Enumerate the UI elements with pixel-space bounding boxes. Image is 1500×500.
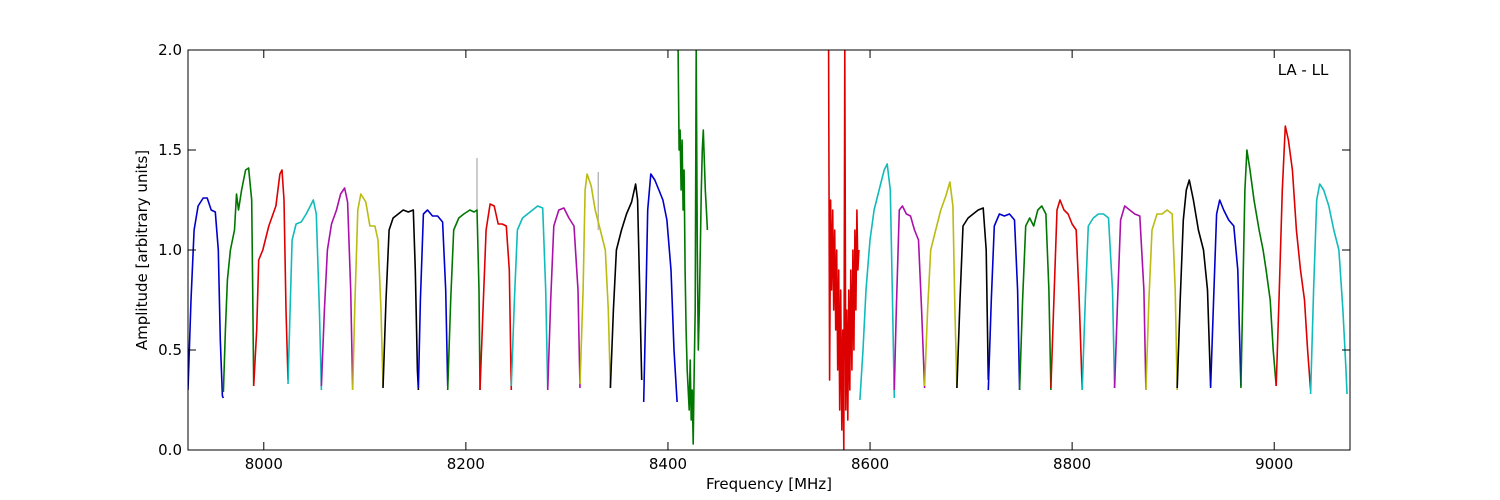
series-line-28 (1209, 199, 1242, 389)
series-line-6 (382, 209, 420, 391)
series-line-17 (859, 163, 896, 401)
series-line-23 (1050, 199, 1083, 391)
x-tick-label-2: 8400 (649, 455, 687, 473)
series-line-27 (1176, 179, 1212, 389)
series-line-21 (987, 213, 1021, 391)
series-line-1 (222, 167, 255, 393)
plot-series-group (188, 50, 1348, 450)
series-line-7 (417, 209, 449, 389)
x-tick-label-5: 9000 (1255, 455, 1293, 473)
series-line-0 (188, 197, 225, 399)
y-tick-label-2: 1.0 (158, 241, 182, 259)
series-line-9 (479, 203, 513, 391)
series-line-10 (510, 205, 549, 389)
series-line-16 (827, 50, 860, 450)
series-line-26 (1145, 209, 1178, 391)
y-axis-label: Amplitude [arbitrary units] (133, 150, 151, 350)
y-tick-label-3: 1.5 (158, 141, 182, 159)
x-tick-label-0: 8000 (245, 455, 283, 473)
y-tick-label-0: 0.0 (158, 441, 182, 459)
series-line-11 (546, 207, 581, 391)
series-line-24 (1081, 213, 1116, 391)
series-line-2 (252, 169, 289, 387)
chart-annotation: LA - LL (1278, 61, 1329, 79)
series-line-8 (446, 209, 481, 391)
x-tick-label-4: 8800 (1053, 455, 1091, 473)
y-tick-label-4: 2.0 (158, 41, 182, 59)
series-line-20 (956, 207, 990, 389)
series-line-29 (1240, 149, 1277, 389)
x-axis-label: Frequency [MHz] (706, 475, 832, 493)
series-line-31 (1309, 183, 1348, 395)
x-tick-label-1: 8200 (447, 455, 485, 473)
series-line-3 (287, 199, 323, 391)
x-tick-label-3: 8600 (851, 455, 889, 473)
series-line-12 (579, 173, 612, 389)
series-line-4 (320, 187, 354, 391)
series-line-13 (609, 183, 643, 389)
series-line-19 (923, 181, 958, 389)
y-tick-label-1: 0.5 (158, 341, 182, 359)
series-line-30 (1275, 125, 1312, 391)
tick-marks-group: 8000 8200 8400 8600 8800 9000 0.0 0.5 1.0 1.5 2.0 (158, 41, 1350, 473)
series-line-25 (1113, 205, 1147, 391)
series-line-18 (893, 205, 926, 391)
series-line-15 (677, 50, 709, 445)
series-line-14 (642, 173, 678, 403)
series-line-5 (351, 193, 384, 391)
series-line-22 (1018, 205, 1052, 391)
